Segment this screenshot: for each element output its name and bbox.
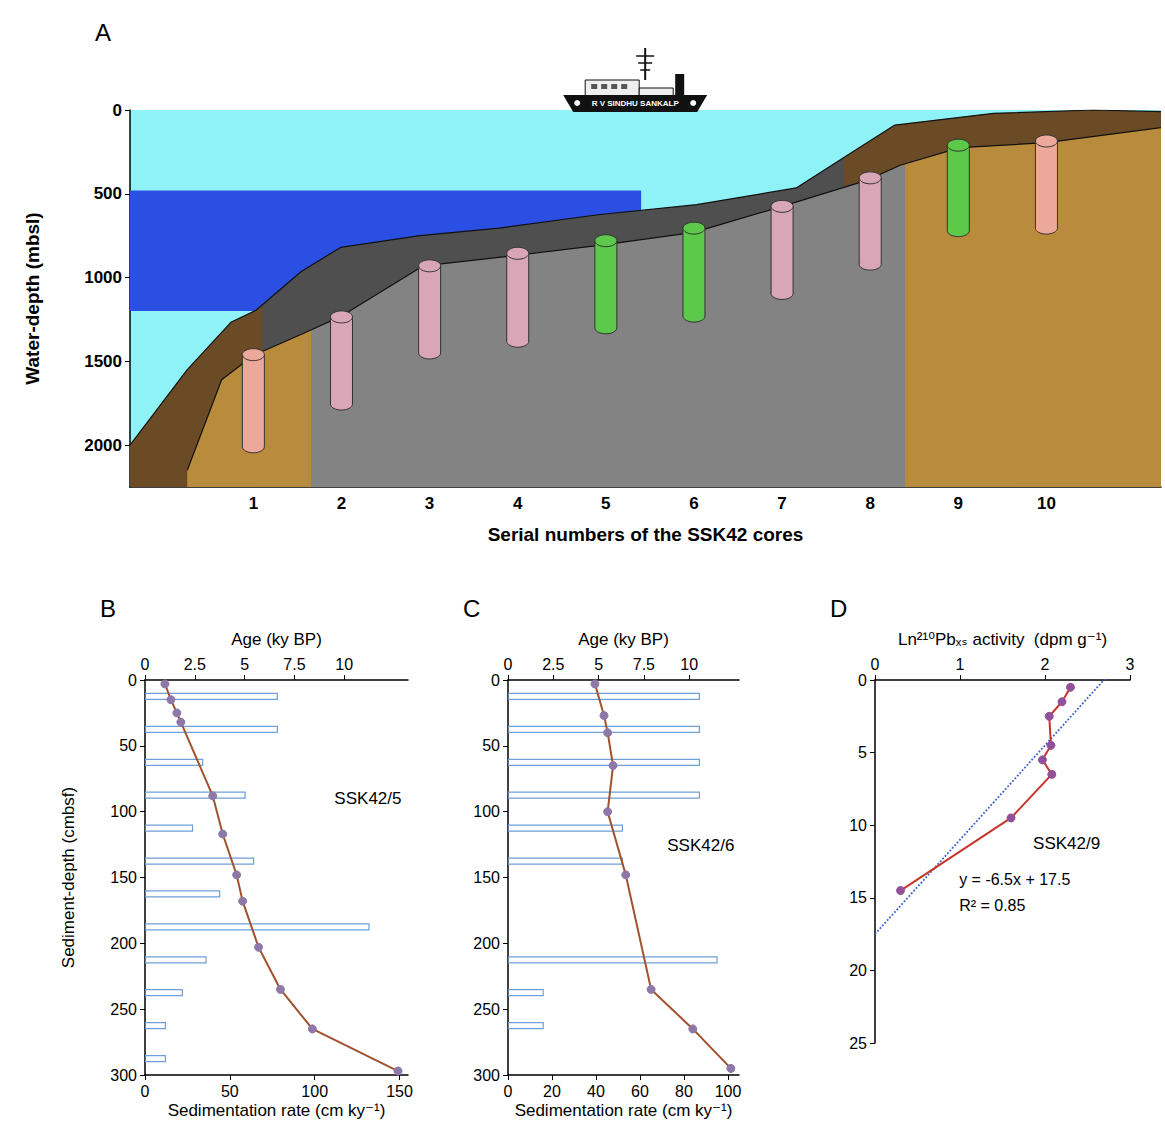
svg-text:300: 300: [473, 1067, 500, 1084]
svg-text:15: 15: [849, 889, 867, 906]
svg-text:6: 6: [689, 494, 698, 513]
svg-text:Age (ky BP): Age (ky BP): [578, 630, 669, 649]
svg-text:3: 3: [425, 494, 434, 513]
svg-text:10: 10: [335, 656, 353, 673]
svg-text:20: 20: [543, 1083, 561, 1100]
svg-text:R² = 0.85: R² = 0.85: [959, 897, 1025, 914]
svg-text:5: 5: [594, 656, 603, 673]
svg-text:B: B: [100, 595, 116, 622]
svg-text:Water-depth (mbsl): Water-depth (mbsl): [22, 212, 43, 384]
svg-text:0: 0: [504, 1083, 513, 1100]
svg-text:150: 150: [386, 1083, 413, 1100]
svg-text:2: 2: [337, 494, 346, 513]
svg-text:SSK42/5: SSK42/5: [334, 789, 401, 808]
svg-text:7: 7: [777, 494, 786, 513]
svg-text:1000: 1000: [84, 268, 122, 287]
svg-text:5: 5: [858, 744, 867, 761]
svg-text:Sedimentation rate (cm ky⁻¹): Sedimentation rate (cm ky⁻¹): [168, 1101, 386, 1120]
svg-text:Ln²¹⁰Pbₓₛ activity (dpm g⁻¹): Ln²¹⁰Pbₓₛ activity (dpm g⁻¹): [898, 630, 1107, 649]
svg-text:C: C: [463, 595, 480, 622]
svg-text:1500: 1500: [84, 352, 122, 371]
svg-text:y = -6.5x + 17.5: y = -6.5x + 17.5: [959, 871, 1070, 888]
svg-text:100: 100: [473, 803, 500, 820]
svg-text:1: 1: [956, 656, 965, 673]
svg-text:0: 0: [141, 656, 150, 673]
svg-text:7.5: 7.5: [283, 656, 305, 673]
svg-text:50: 50: [119, 737, 137, 754]
svg-text:0: 0: [504, 656, 513, 673]
svg-text:150: 150: [473, 869, 500, 886]
svg-text:Sediment-depth (cmbsf): Sediment-depth (cmbsf): [59, 787, 78, 968]
svg-text:100: 100: [715, 1083, 742, 1100]
svg-text:150: 150: [110, 869, 137, 886]
svg-text:5: 5: [601, 494, 610, 513]
svg-text:R V SINDHU SANKALP: R V SINDHU SANKALP: [592, 99, 680, 108]
svg-text:200: 200: [473, 935, 500, 952]
svg-text:1: 1: [249, 494, 258, 513]
svg-text:2.5: 2.5: [184, 656, 206, 673]
svg-text:SSK42/9: SSK42/9: [1033, 834, 1100, 853]
svg-text:Serial numbers of the SSK42 co: Serial numbers of the SSK42 cores: [488, 524, 804, 545]
svg-text:0: 0: [871, 656, 880, 673]
svg-text:80: 80: [675, 1083, 693, 1100]
svg-text:2.5: 2.5: [542, 656, 564, 673]
svg-text:4: 4: [513, 494, 523, 513]
svg-text:100: 100: [301, 1083, 328, 1100]
svg-text:0: 0: [113, 101, 122, 120]
svg-text:A: A: [95, 19, 111, 46]
svg-text:250: 250: [110, 1001, 137, 1018]
svg-text:5: 5: [240, 656, 249, 673]
svg-text:60: 60: [631, 1083, 649, 1100]
svg-text:Age (ky BP): Age (ky BP): [231, 630, 322, 649]
svg-text:8: 8: [865, 494, 874, 513]
svg-text:D: D: [830, 595, 847, 622]
svg-text:7.5: 7.5: [633, 656, 655, 673]
svg-text:50: 50: [482, 737, 500, 754]
svg-text:50: 50: [221, 1083, 239, 1100]
svg-text:3: 3: [1126, 656, 1135, 673]
svg-text:2000: 2000: [84, 436, 122, 455]
svg-text:0: 0: [858, 672, 867, 689]
svg-text:0: 0: [141, 1083, 150, 1100]
svg-text:20: 20: [849, 962, 867, 979]
svg-text:300: 300: [110, 1067, 137, 1084]
svg-text:40: 40: [587, 1083, 605, 1100]
svg-text:0: 0: [128, 672, 137, 689]
svg-text:500: 500: [94, 184, 122, 203]
svg-text:200: 200: [110, 935, 137, 952]
svg-text:9: 9: [954, 494, 963, 513]
svg-text:10: 10: [680, 656, 698, 673]
svg-text:100: 100: [110, 803, 137, 820]
svg-text:25: 25: [849, 1035, 867, 1052]
svg-text:0: 0: [491, 672, 500, 689]
svg-text:250: 250: [473, 1001, 500, 1018]
svg-text:2: 2: [1041, 656, 1050, 673]
svg-text:10: 10: [1037, 494, 1056, 513]
svg-text:10: 10: [849, 817, 867, 834]
svg-text:Sedimentation rate (cm ky⁻¹): Sedimentation rate (cm ky⁻¹): [515, 1101, 733, 1120]
svg-text:SSK42/6: SSK42/6: [667, 836, 734, 855]
